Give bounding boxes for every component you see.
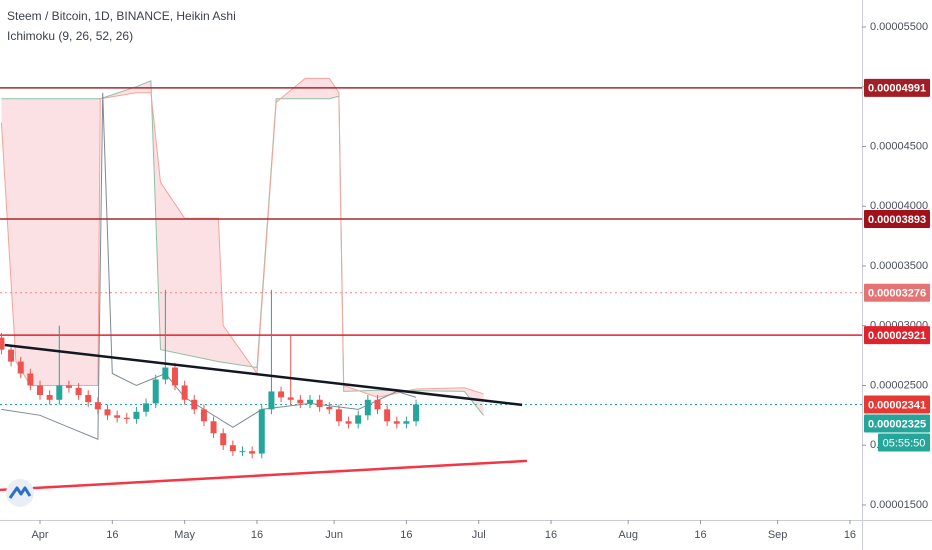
cloud-span-b	[0, 77, 484, 398]
price-label-box	[864, 283, 930, 302]
cloud	[1, 78, 484, 416]
candle-body	[210, 421, 217, 434]
x-tick-label: 16	[400, 529, 412, 541]
x-tick-label: May	[174, 529, 195, 541]
candle-body	[393, 421, 400, 424]
x-tick-label: 16	[844, 529, 856, 541]
trend-line	[4, 343, 523, 407]
indicator-title: Ichimoku (9, 26, 52, 26)	[7, 29, 133, 43]
candle-body	[94, 402, 101, 410]
trend-line	[0, 459, 527, 492]
candle-body	[0, 337, 5, 350]
price-label: 0.00002921	[868, 330, 926, 342]
y-tick-label: 0.00003500	[870, 260, 928, 272]
candle-body	[374, 399, 381, 410]
price-label-box	[864, 395, 930, 414]
candle-body	[143, 403, 150, 412]
candle-body	[268, 391, 275, 410]
candle-body	[85, 395, 92, 403]
x-tick-label: Jun	[325, 529, 343, 541]
axes: 0.000055000.000050000.000045000.00004000…	[31, 21, 930, 541]
candle-body	[75, 387, 82, 396]
candle-body	[287, 397, 294, 400]
x-tick-label: Aug	[618, 529, 638, 541]
logo-icon[interactable]	[8, 486, 32, 499]
candle-body	[249, 451, 256, 454]
candle-body	[258, 409, 265, 454]
x-tick-label: 16	[106, 529, 118, 541]
candle-body	[56, 385, 63, 400]
candle-body	[200, 409, 207, 422]
candle-body	[355, 415, 362, 424]
y-tick-label: 0.00004500	[870, 140, 928, 152]
candle-body	[403, 421, 410, 424]
candle-body	[326, 406, 333, 410]
x-tick-label: 16	[545, 529, 557, 541]
tradingview-logo[interactable]	[6, 479, 34, 507]
price-label-box	[864, 326, 930, 345]
candle-body	[229, 445, 236, 452]
candle-body	[123, 417, 130, 419]
price-label: 0.00003893	[868, 214, 926, 226]
y-tick-label: 0.00004000	[870, 200, 928, 212]
candle-body	[37, 385, 44, 396]
x-tick-label: Apr	[31, 529, 48, 541]
price-label-box	[864, 78, 930, 97]
candle-body	[335, 409, 342, 422]
candle-body	[316, 399, 323, 407]
candle-body	[8, 349, 15, 362]
price-label-box	[864, 210, 930, 229]
candle-body	[27, 373, 34, 386]
x-tick-label: Sep	[768, 529, 788, 541]
y-tick-label: 0.00005500	[870, 21, 928, 33]
price-label: 0.00003276	[868, 288, 926, 300]
candle-body	[239, 451, 246, 453]
candle-body	[104, 409, 111, 416]
price-label: 0.00002325	[868, 418, 926, 430]
candle-body	[191, 399, 198, 410]
candle-body	[181, 385, 188, 400]
plot	[0, 77, 862, 492]
candle-body	[152, 379, 159, 404]
x-tick-label: 16	[694, 529, 706, 541]
candle-body	[384, 409, 391, 422]
candle-body	[306, 399, 313, 404]
candle-body	[297, 399, 304, 404]
countdown: 05:55:50	[883, 437, 926, 449]
candle-body	[364, 399, 371, 416]
price-label-box	[864, 414, 930, 433]
candle-body	[65, 385, 72, 388]
countdown-box	[878, 433, 930, 452]
candle-body	[114, 415, 121, 418]
y-tick-label: 0.00002500	[870, 379, 928, 391]
price-label: 0.00004991	[868, 83, 926, 95]
candle-body	[345, 421, 352, 424]
candle-body	[413, 404, 420, 422]
price-label: 0.00002341	[868, 399, 926, 411]
candle-body	[172, 367, 179, 386]
candle-body	[162, 367, 169, 380]
candle-body	[220, 433, 227, 446]
x-tick-label: Jul	[472, 529, 486, 541]
candle-body	[46, 395, 53, 400]
candle-body	[278, 391, 285, 398]
y-tick-label: 0.00001500	[870, 499, 928, 511]
candle-body	[133, 411, 140, 419]
symbol-title: Steem / Bitcoin, 1D, BINANCE, Heikin Ash…	[7, 9, 236, 23]
x-tick-label: 16	[251, 529, 263, 541]
candle-body	[17, 361, 24, 374]
